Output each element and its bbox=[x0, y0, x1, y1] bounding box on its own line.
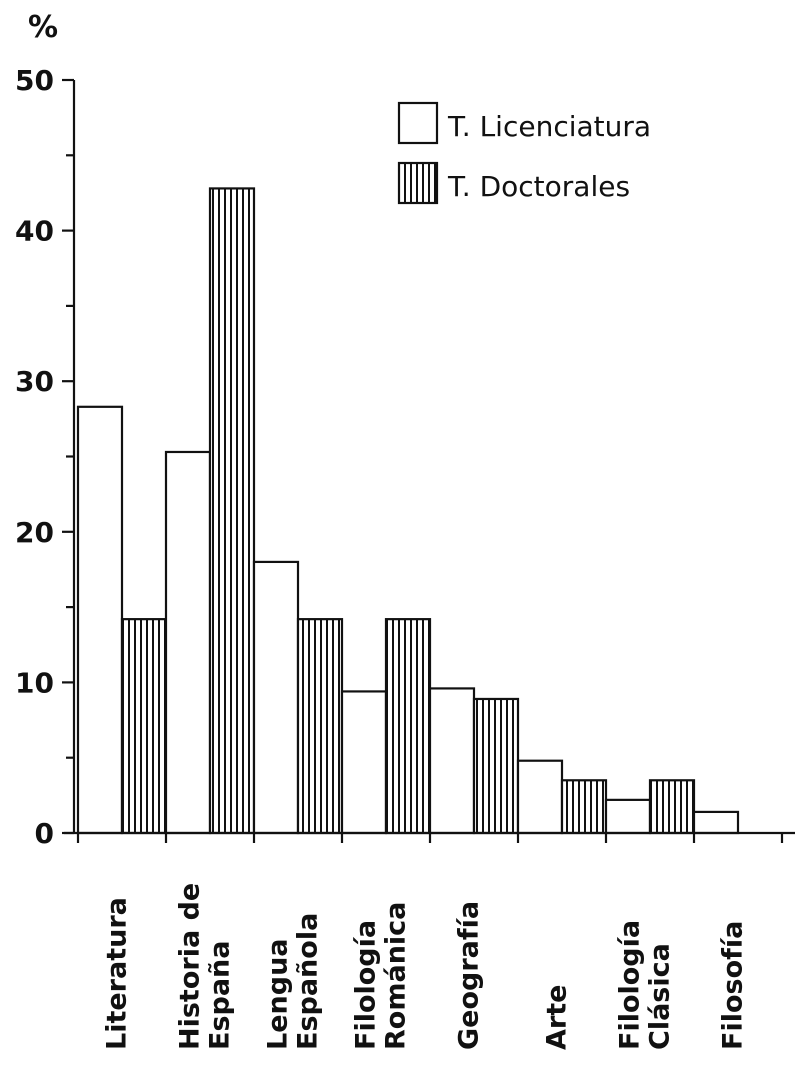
category-label-line: Literatura bbox=[101, 897, 132, 1050]
category-label-line: Filología bbox=[614, 920, 645, 1050]
legend-label-licenciatura: T. Licenciatura bbox=[447, 110, 651, 143]
category-label-line: Geografía bbox=[453, 901, 484, 1050]
bar-doctorales bbox=[120, 618, 168, 835]
bar-licenciatura bbox=[252, 560, 300, 835]
bar-doctorales bbox=[560, 779, 608, 835]
bar-licenciatura bbox=[76, 405, 124, 835]
category-label: Arte bbox=[541, 985, 572, 1050]
y-tick-label: 30 bbox=[15, 365, 54, 398]
category-label: Literatura bbox=[101, 897, 132, 1050]
bar-doctorales bbox=[296, 618, 344, 835]
bar-doctorales bbox=[208, 187, 256, 835]
category-label: Filología Románica bbox=[350, 902, 411, 1050]
legend-swatch-licenciatura bbox=[397, 101, 439, 145]
category-label: Lengua Española bbox=[262, 913, 323, 1050]
category-label-line: Filosofía bbox=[717, 921, 748, 1050]
category-label: Geografía bbox=[453, 901, 484, 1050]
y-tick-label: 40 bbox=[15, 215, 54, 248]
bar-doctorales bbox=[648, 779, 696, 835]
category-label-line: Románica bbox=[380, 902, 411, 1050]
bar-licenciatura bbox=[516, 759, 564, 835]
bar-licenciatura bbox=[164, 450, 212, 835]
legend-swatch-doctorales bbox=[397, 161, 439, 205]
category-label-line: Clásica bbox=[644, 943, 675, 1050]
category-label-line: España bbox=[204, 940, 235, 1050]
category-label-line: Filología bbox=[350, 920, 381, 1050]
legend: T. Licenciatura T. Doctorales bbox=[397, 101, 651, 205]
y-tick-label: 0 bbox=[35, 817, 54, 850]
y-tick-label: 50 bbox=[15, 64, 54, 97]
category-label-line: Lengua bbox=[262, 938, 293, 1050]
bar-licenciatura bbox=[428, 687, 476, 835]
y-axis-ticks: 0 10 20 30 40 50 bbox=[15, 64, 74, 850]
bar-licenciatura bbox=[340, 690, 388, 835]
category-label-line: Arte bbox=[541, 985, 572, 1050]
x-axis-ticks bbox=[76, 833, 784, 843]
bar-licenciatura bbox=[692, 810, 740, 835]
category-label: Historia de España bbox=[174, 883, 235, 1050]
category-labels: Literatura Historia de España Lengua Español… bbox=[101, 883, 748, 1050]
bar-doctorales bbox=[384, 618, 432, 835]
category-label-line: Historia de bbox=[174, 883, 205, 1050]
bar-licenciatura bbox=[604, 798, 652, 835]
y-axis-unit-label: % bbox=[28, 10, 58, 45]
y-tick-label: 10 bbox=[15, 666, 54, 699]
legend-label-doctorales: T. Doctorales bbox=[447, 170, 630, 203]
category-label-line: Española bbox=[292, 913, 323, 1050]
bars bbox=[76, 187, 740, 835]
category-label: Filología Clásica bbox=[614, 920, 675, 1050]
y-tick-label: 20 bbox=[15, 516, 54, 549]
bar-doctorales bbox=[472, 697, 520, 835]
category-label: Filosofía bbox=[717, 921, 748, 1050]
